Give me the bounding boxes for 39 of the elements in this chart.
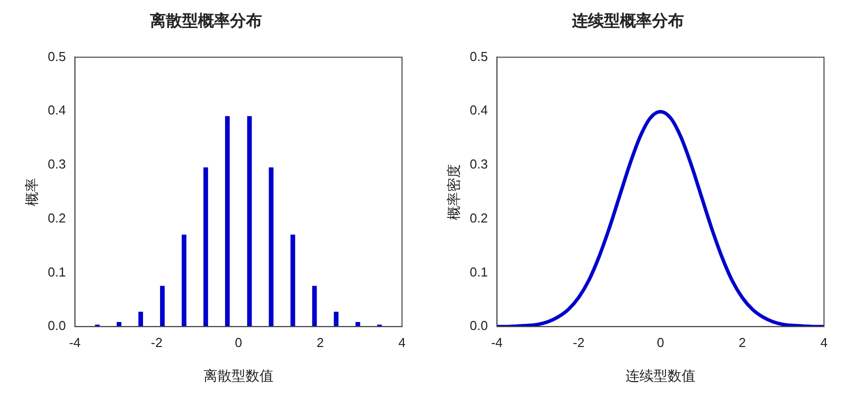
y-tick-label: 0.3: [48, 156, 66, 172]
bar: [116, 322, 122, 327]
y-axis-title: 概率: [23, 178, 40, 206]
y-tick-label: 0.4: [470, 102, 488, 118]
y-tick-label: 0.4: [48, 102, 66, 118]
y-tick-label: 0.2: [470, 210, 488, 226]
bar: [203, 167, 208, 327]
bar: [334, 312, 338, 327]
x-tick-label: 4: [820, 334, 828, 350]
bar: [138, 312, 144, 327]
chart-title: 离散型概率分布: [149, 11, 262, 30]
x-tick-label: 0: [656, 334, 664, 350]
y-tick-label: 0.3: [470, 156, 488, 172]
x-tick-label: 2: [738, 334, 746, 350]
y-tick-label: 0.5: [470, 48, 488, 64]
bar: [160, 286, 165, 327]
y-tick-label: 0.1: [470, 264, 488, 280]
y-tick-label: 0.0: [48, 318, 66, 334]
x-tick-label: -4: [69, 334, 81, 350]
bar: [225, 116, 230, 327]
x-tick-label: 0: [234, 334, 242, 350]
y-tick-label: 0.2: [48, 210, 66, 226]
x-tick-label: -4: [491, 334, 503, 350]
bar: [268, 167, 274, 327]
bar: [290, 234, 296, 327]
x-axis-title: 离散型数值: [203, 367, 274, 384]
x-tick-label: 2: [316, 334, 324, 350]
y-tick-label: 0.1: [48, 264, 66, 280]
chart-title: 连续型概率分布: [571, 11, 684, 30]
bar: [247, 116, 252, 327]
y-tick-label: 0.5: [48, 48, 66, 64]
x-tick-label: -2: [150, 334, 162, 350]
x-axis-title: 连续型数值: [625, 367, 696, 384]
x-tick-label: 4: [398, 334, 406, 350]
bar: [312, 286, 317, 327]
y-axis-title: 概率密度: [445, 164, 462, 220]
bar: [182, 234, 186, 327]
y-tick-label: 0.0: [470, 318, 488, 334]
x-tick-label: -2: [572, 334, 584, 350]
